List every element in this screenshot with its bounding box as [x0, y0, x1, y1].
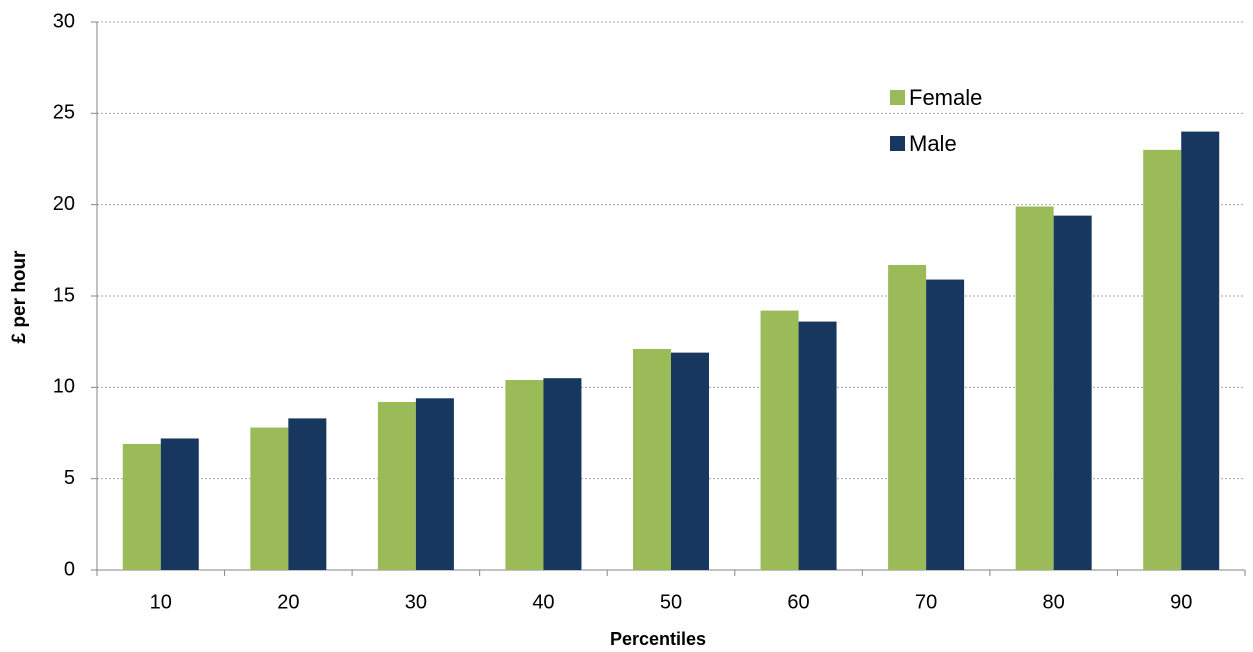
x-tick-label: 30 [405, 591, 427, 613]
legend-label: Female [909, 85, 982, 110]
legend-label: Male [909, 131, 957, 156]
bar [415, 398, 454, 570]
bar [1053, 215, 1092, 571]
bar [1181, 131, 1220, 570]
legend-swatch [890, 90, 905, 105]
bar [798, 321, 837, 570]
bar [888, 264, 927, 570]
x-tick-label: 40 [532, 591, 554, 613]
y-tick-label: 5 [64, 467, 75, 489]
x-axis-label: Percentiles [610, 629, 706, 649]
bar [633, 348, 671, 570]
y-tick-label: 20 [53, 193, 75, 215]
x-tick-label: 70 [915, 591, 937, 613]
y-tick-label: 0 [64, 558, 75, 580]
y-axis-label: £ per hour [9, 250, 30, 344]
bar [288, 418, 327, 570]
y-tick-label: 30 [53, 10, 75, 32]
y-tick-label: 10 [53, 376, 75, 398]
bar [543, 378, 582, 570]
x-tick-label: 60 [787, 591, 809, 613]
x-tick-label: 10 [150, 591, 172, 613]
y-tick-label: 15 [53, 284, 75, 306]
y-tick-label: 25 [53, 102, 75, 124]
legend-swatch [890, 136, 905, 151]
x-tick-label: 20 [277, 591, 299, 613]
x-tick-label: 90 [1170, 591, 1192, 613]
bar [1143, 149, 1182, 570]
bar [377, 401, 416, 570]
bar [505, 380, 544, 570]
bar [760, 310, 799, 570]
x-tick-label: 80 [1043, 591, 1065, 613]
bar [671, 352, 709, 570]
x-tick-label: 50 [660, 591, 682, 613]
bar [160, 438, 199, 570]
bar [250, 427, 289, 570]
bar [926, 279, 965, 570]
bar [1015, 206, 1054, 570]
bar [122, 443, 161, 570]
